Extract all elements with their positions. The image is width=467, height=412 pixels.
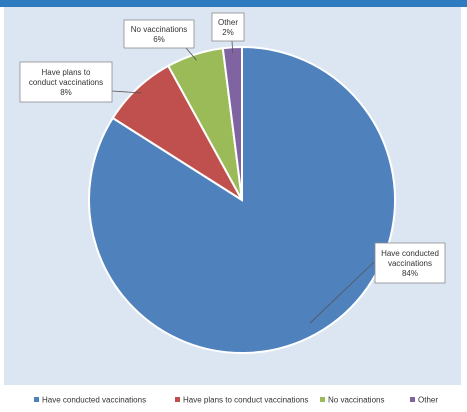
legend-swatch-other [410, 397, 415, 402]
data-label-percent: 8% [60, 88, 72, 97]
callout-leader-have-plans-to-conduct-vaccinations [111, 90, 142, 94]
data-label-percent: 2% [222, 28, 234, 37]
top-accent-bar [0, 0, 467, 7]
data-label-text: vaccinations [388, 259, 432, 268]
data-label-percent: 84% [402, 269, 418, 278]
data-label-text: conduct vaccinations [29, 78, 103, 87]
callout-box-no-vaccinations [123, 19, 195, 49]
legend-label-no-vaccinations: No vaccinations [328, 396, 384, 405]
legend: Have conducted vaccinations Have plans to… [34, 396, 438, 405]
callout-leader-other [231, 40, 234, 54]
callout-box-other [211, 12, 245, 42]
data-label-text: Other [218, 18, 238, 27]
legend-label-other: Other [418, 396, 438, 405]
legend-swatch-have-conducted-vaccinations [34, 397, 39, 402]
pie-slices [88, 45, 396, 354]
legend-label-have-plans-to-conduct-vaccinations: Have plans to conduct vaccinations [183, 396, 308, 405]
data-label-text: No vaccinations [131, 25, 187, 34]
legend-swatch-have-plans-to-conduct-vaccinations [175, 397, 180, 402]
legend-swatch-no-vaccinations [320, 397, 325, 402]
legend-label-have-conducted-vaccinations: Have conducted vaccinations [42, 396, 146, 405]
legend-background [4, 385, 461, 412]
callout-box-have-plans-to-conduct-vaccinations [19, 61, 113, 103]
data-label-percent: 6% [153, 35, 165, 44]
callout-box-have-conducted-vaccinations [374, 242, 446, 284]
callout-leader-have-conducted-vaccinations [309, 261, 375, 324]
callout-leader-no-vaccinations [185, 47, 197, 61]
data-label-text: Have plans to [42, 68, 91, 77]
data-label-text: Have conducted [381, 249, 439, 258]
